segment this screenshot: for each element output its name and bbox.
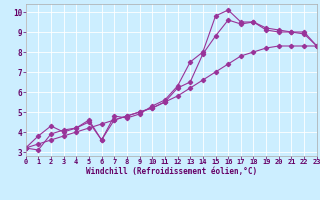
X-axis label: Windchill (Refroidissement éolien,°C): Windchill (Refroidissement éolien,°C) [86, 167, 257, 176]
